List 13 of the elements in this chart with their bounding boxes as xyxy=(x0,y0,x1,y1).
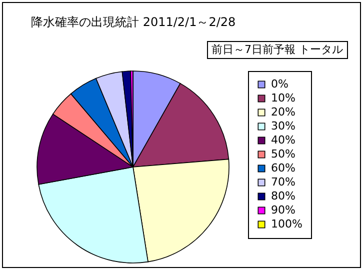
legend-label: 90% xyxy=(271,204,296,216)
legend-label: 40% xyxy=(271,134,296,146)
chart-subtitle: 前日～7日前予報 トータル xyxy=(206,41,348,59)
legend-label: 20% xyxy=(271,106,296,118)
legend-label: 60% xyxy=(271,162,296,174)
legend-label: 30% xyxy=(271,120,296,132)
legend-label: 0% xyxy=(271,78,288,90)
chart-title: 降水確率の出現統計 2011/2/1～2/28 xyxy=(31,15,236,29)
legend-label: 100% xyxy=(271,218,302,230)
legend-label: 10% xyxy=(271,92,296,104)
legend-label: 70% xyxy=(271,176,296,188)
legend-label: 50% xyxy=(271,148,296,160)
legend-label: 80% xyxy=(271,190,296,202)
